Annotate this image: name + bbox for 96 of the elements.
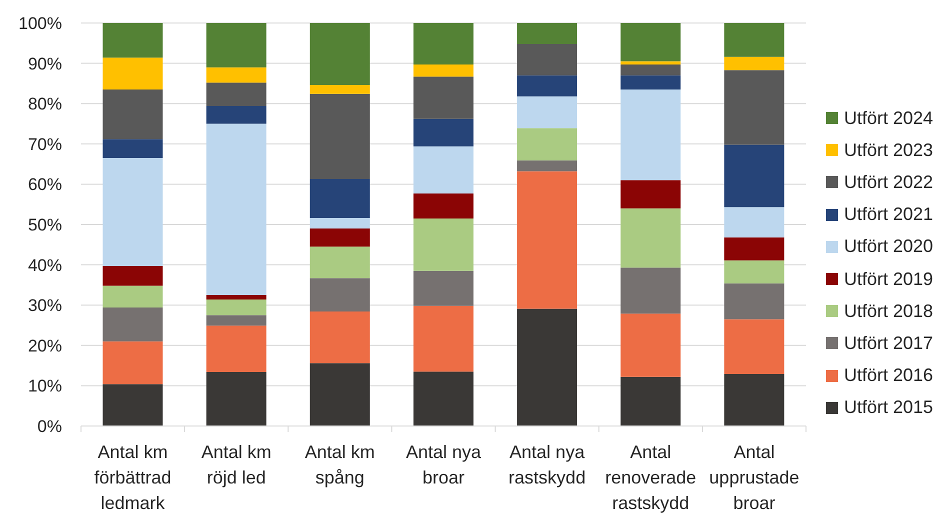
legend-label: Utfört 2017: [844, 332, 934, 354]
bar: [310, 363, 370, 426]
bar: [102, 341, 163, 384]
legend-label: Utfört 2018: [844, 300, 934, 322]
y-tick-label: 30%: [28, 296, 62, 316]
bar: [620, 268, 681, 314]
x-tick-label: Antal upprustade broar: [709, 442, 800, 513]
bar: [724, 207, 784, 238]
bar: [413, 306, 474, 372]
legend-label: Utfört 2020: [844, 236, 934, 258]
bar: [310, 23, 370, 86]
bar: [517, 308, 578, 426]
x-tick-label: Antal nya broar: [406, 442, 482, 488]
bar: [517, 171, 578, 309]
bar: [310, 218, 370, 229]
y-tick-label: 90%: [28, 54, 62, 74]
legend-label: Utfört 2023: [844, 140, 934, 161]
bar: [517, 23, 578, 44]
bar: [620, 314, 681, 377]
y-tick-label: 40%: [28, 256, 62, 275]
x-tick-label: Antal renoverade rastskydd: [605, 442, 696, 513]
y-tick-label: 20%: [28, 336, 62, 356]
bar: [413, 76, 474, 119]
bar: [310, 228, 370, 247]
bar: [206, 295, 266, 300]
bar: [724, 23, 784, 57]
bar: [206, 124, 266, 296]
bar: [724, 56, 784, 70]
bar: [102, 308, 163, 342]
x-tick-label: Antal nya rastskydd: [508, 442, 586, 488]
y-tick-label: 100%: [18, 14, 62, 34]
x-tick-label: Antal km spång: [304, 442, 375, 488]
legend-label: Utfört 2024: [844, 108, 934, 129]
bar: [620, 208, 681, 268]
bar: [724, 260, 784, 284]
bar: [206, 82, 266, 106]
legend-label: Utfört 2022: [844, 172, 934, 193]
bar: [310, 94, 370, 179]
bar: [620, 89, 681, 180]
bar: [517, 160, 578, 172]
bar: [310, 85, 370, 94]
bar: [102, 23, 163, 58]
bar: [206, 23, 266, 68]
bar: [620, 376, 681, 426]
bar: [206, 372, 266, 426]
bar: [413, 270, 474, 306]
bar: [102, 58, 163, 90]
bar: [517, 44, 578, 76]
bar: [206, 106, 266, 124]
bar: [413, 218, 474, 271]
legend-label: Utfört 2015: [844, 397, 934, 418]
bar: [620, 61, 681, 65]
bar: [102, 266, 163, 286]
bar: [413, 193, 474, 218]
y-tick-label: 80%: [28, 94, 62, 114]
legend-label: Utfört 2016: [844, 365, 934, 386]
bar: [620, 75, 681, 90]
bar: [620, 23, 681, 62]
bar: [310, 178, 370, 218]
bar: [413, 146, 474, 194]
bar: [206, 299, 266, 316]
y-tick-label: 60%: [28, 175, 62, 194]
bar: [413, 64, 474, 77]
bar: [102, 139, 163, 158]
bar: [517, 128, 578, 160]
bar: [413, 118, 474, 146]
x-tick-label: Antal km förbättrad ledmark: [94, 442, 172, 513]
bar: [310, 246, 370, 278]
bar: [724, 319, 784, 374]
y-tick-label: 10%: [28, 376, 62, 396]
bar: [724, 144, 784, 208]
bar: [206, 67, 266, 83]
bar: [102, 158, 163, 266]
bar: [102, 384, 163, 426]
bar: [413, 23, 474, 65]
bar: [620, 180, 681, 208]
bar: [724, 374, 784, 426]
bar: [724, 70, 784, 145]
bar: [310, 278, 370, 312]
legend-label: Utfört 2021: [844, 204, 934, 226]
legend-label: Utfört 2019: [844, 268, 934, 290]
bar: [517, 96, 578, 128]
bar: [206, 315, 266, 326]
bar: [206, 326, 266, 372]
x-tick-label: Antal km röjd led: [201, 442, 272, 488]
bar: [724, 283, 784, 320]
y-tick-label: 0%: [37, 417, 62, 436]
bar: [413, 372, 474, 426]
bar: [724, 237, 784, 260]
bar: [517, 75, 578, 96]
bar: [102, 286, 163, 308]
bar: [102, 89, 163, 140]
y-tick-label: 70%: [28, 134, 62, 154]
y-tick-label: 50%: [28, 216, 62, 235]
bar: [620, 64, 681, 76]
bar: [310, 312, 370, 364]
